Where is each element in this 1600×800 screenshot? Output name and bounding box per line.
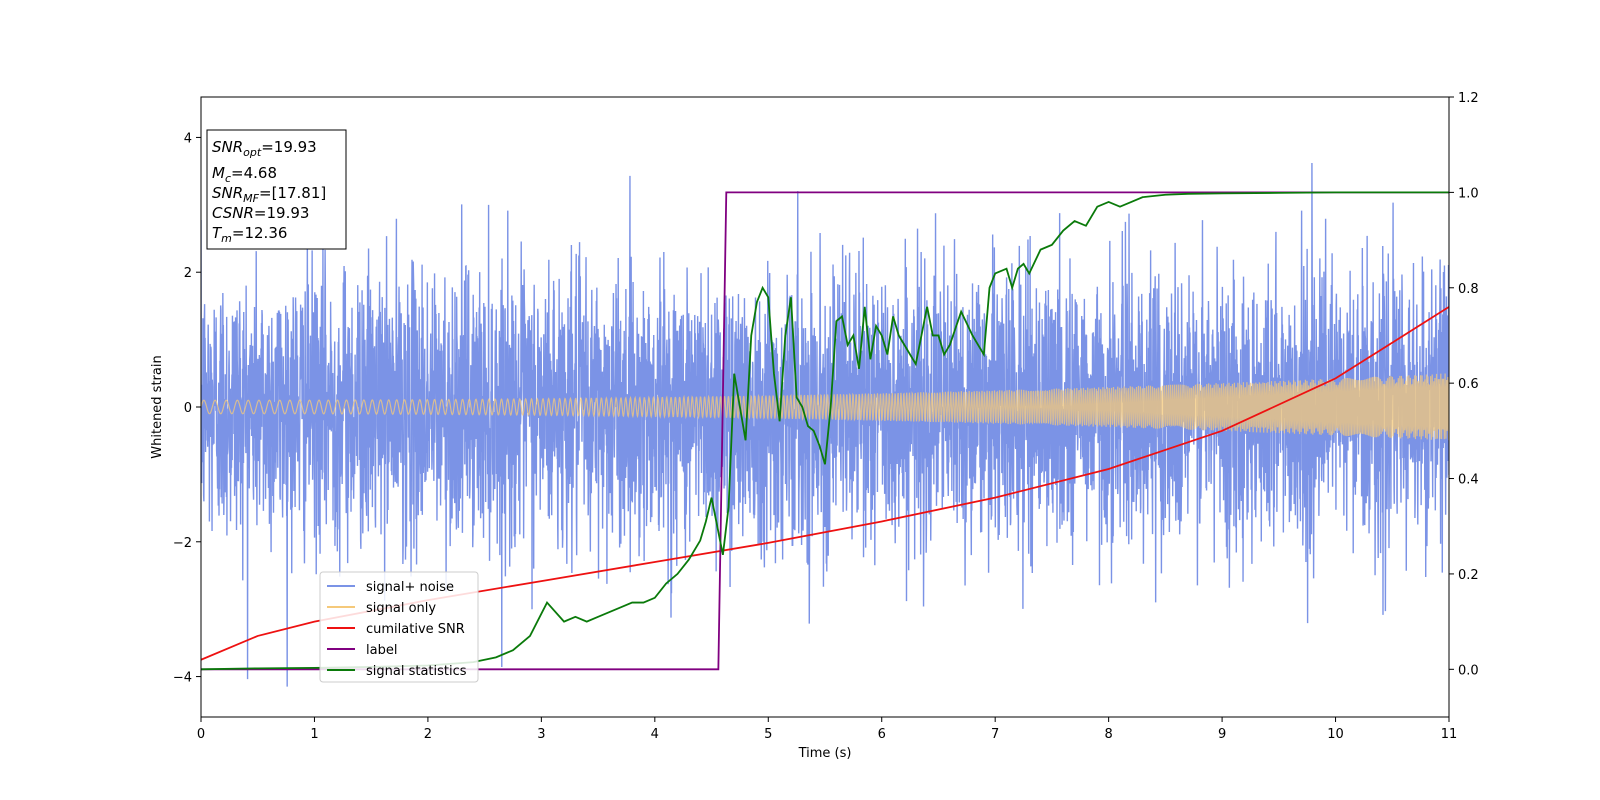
x-tick-label: 6 bbox=[878, 727, 886, 742]
legend-frame bbox=[319, 571, 479, 683]
right-y-tick-label: 0.6 bbox=[1458, 377, 1479, 392]
x-tick-label: 2 bbox=[424, 727, 432, 742]
x-tick-label: 3 bbox=[537, 727, 545, 742]
x-tick-label: 1 bbox=[310, 727, 318, 742]
info-snr-mf: SNRMF=[17.81] bbox=[212, 184, 326, 205]
right-y-axis-ticks: 0.0 0.2 0.4 0.6 0.8 1.0 1.2 bbox=[1449, 91, 1479, 678]
x-axis-ticks: 0 1 2 3 4 5 6 7 8 9 10 11 bbox=[197, 717, 1457, 742]
left-y-axis-ticks: −4 −2 0 2 4 bbox=[173, 131, 201, 686]
signal-plus-noise-line bbox=[201, 162, 1449, 687]
x-axis-label: Time (s) bbox=[798, 746, 852, 761]
signal-only-line bbox=[201, 373, 1449, 441]
x-tick-label: 4 bbox=[651, 727, 659, 742]
left-y-tick-label: 0 bbox=[184, 401, 192, 416]
info-snr-opt-value: =19.93 bbox=[261, 138, 317, 156]
series-signal-only bbox=[201, 373, 1449, 441]
info-box-frame bbox=[206, 129, 347, 250]
legend-label: signal only bbox=[366, 601, 436, 616]
info-tm-name: T bbox=[212, 224, 223, 242]
left-y-tick-label: −2 bbox=[173, 536, 192, 551]
info-snr-mf-sub: MF bbox=[243, 192, 259, 205]
legend: signal+ noise signal only cumilative SNR la… bbox=[319, 571, 479, 683]
info-mc-sub: c bbox=[225, 172, 231, 185]
info-box: SNRopt=19.93 Mc=4.68 SNRMF=[17.81] CSNR=… bbox=[206, 129, 347, 250]
info-snr-opt: SNRopt=19.93 bbox=[212, 138, 317, 159]
right-y-tick-label: 1.2 bbox=[1458, 91, 1479, 106]
legend-label: label bbox=[366, 643, 397, 658]
x-tick-label: 9 bbox=[1218, 727, 1226, 742]
legend-label: signal+ noise bbox=[366, 580, 454, 595]
legend-label: signal statistics bbox=[366, 664, 467, 679]
info-snr-mf-name: SNR bbox=[212, 184, 243, 202]
x-tick-label: 5 bbox=[764, 727, 772, 742]
left-y-tick-label: 2 bbox=[184, 266, 192, 281]
series-signal-plus-noise bbox=[201, 162, 1449, 687]
info-tm-value: =12.36 bbox=[232, 224, 288, 242]
x-tick-label: 11 bbox=[1441, 727, 1458, 742]
right-y-tick-label: 0.2 bbox=[1458, 568, 1479, 583]
right-y-tick-label: 0.0 bbox=[1458, 663, 1479, 678]
x-tick-label: 0 bbox=[197, 727, 205, 742]
info-tm-sub: m bbox=[221, 232, 232, 245]
cumulative-snr-line bbox=[201, 306, 1449, 661]
right-y-tick-label: 0.8 bbox=[1458, 282, 1479, 297]
signal-statistics-line bbox=[201, 191, 1449, 671]
legend-label: cumilative SNR bbox=[366, 622, 465, 637]
x-tick-label: 7 bbox=[991, 727, 999, 742]
x-tick-label: 10 bbox=[1327, 727, 1344, 742]
x-tick-label: 8 bbox=[1104, 727, 1112, 742]
left-y-tick-label: −4 bbox=[173, 671, 192, 686]
info-csnr-name: CSNR bbox=[212, 204, 254, 222]
info-mc-name: M bbox=[212, 164, 225, 182]
info-csnr: CSNR=19.93 bbox=[212, 204, 309, 222]
info-snr-opt-sub: opt bbox=[243, 146, 262, 159]
info-mc: Mc=4.68 bbox=[212, 164, 277, 185]
right-y-tick-label: 0.4 bbox=[1458, 473, 1479, 488]
left-y-axis-label: Whitened strain bbox=[150, 355, 165, 458]
left-y-tick-label: 4 bbox=[184, 131, 192, 146]
right-y-tick-label: 1.0 bbox=[1458, 186, 1479, 201]
info-tm: Tm=12.36 bbox=[212, 224, 287, 245]
info-snr-opt-name: SNR bbox=[212, 138, 243, 156]
info-mc-value: =4.68 bbox=[231, 164, 277, 182]
info-snr-mf-value: =[17.81] bbox=[259, 184, 326, 202]
info-csnr-value: =19.93 bbox=[254, 204, 310, 222]
